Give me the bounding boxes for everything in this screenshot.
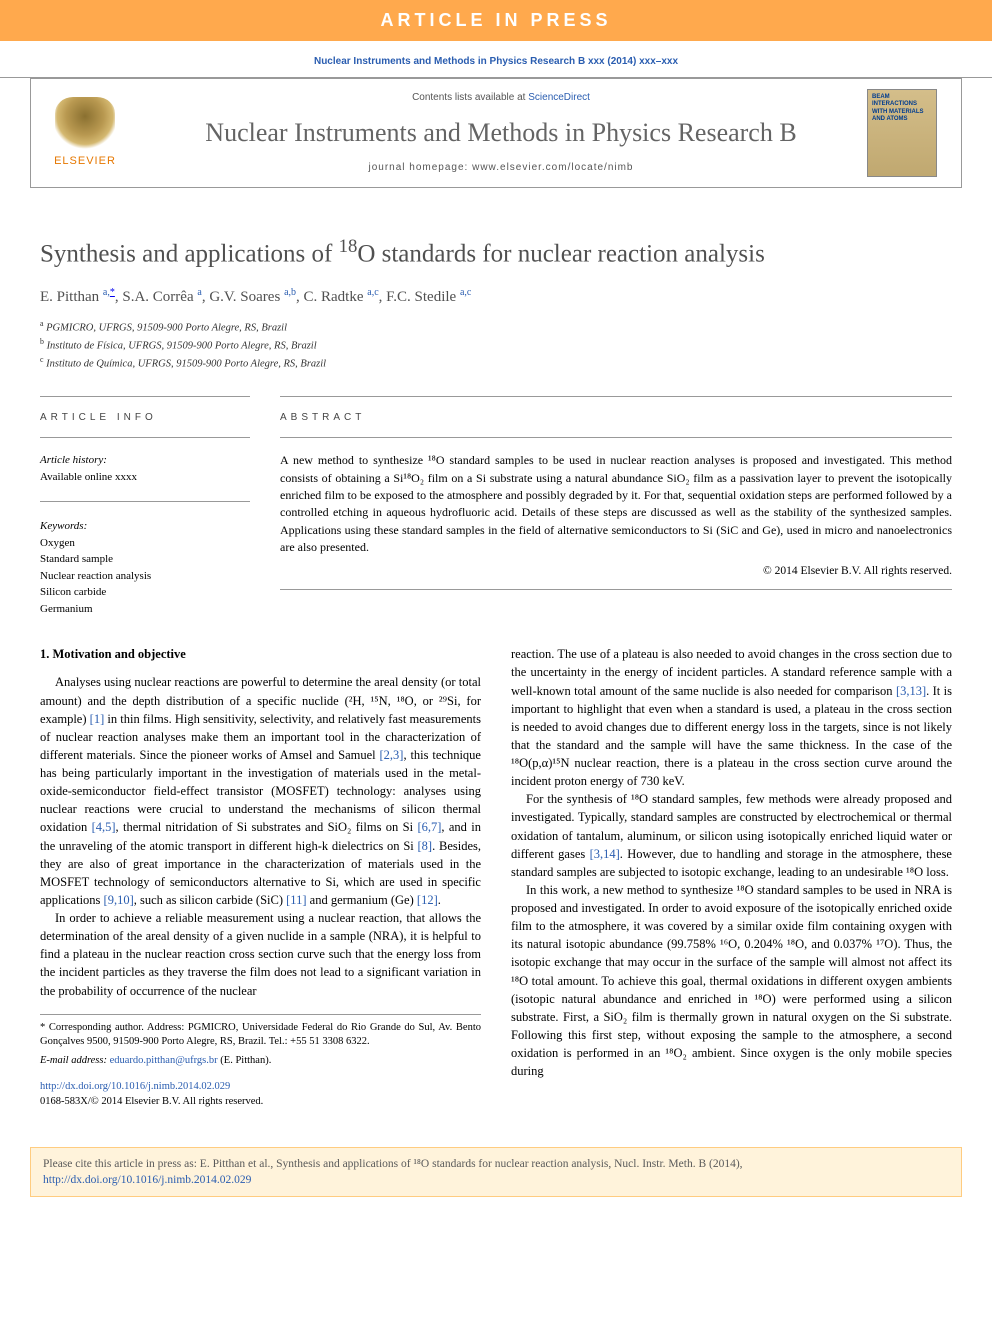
p5: In this work, a new method to synthesize… (511, 881, 952, 1080)
journal-cover-thumb: BEAM INTERACTIONS WITH MATERIALS AND ATO… (867, 89, 937, 177)
article-info-col: article info Article history: Available … (40, 390, 250, 617)
kw-1: Standard sample (40, 551, 250, 568)
homepage-pre: journal homepage: (368, 162, 472, 173)
ref-3-14[interactable]: [3,14] (590, 847, 620, 861)
aff-a: a PGMICRO, UFRGS, 91509-900 Porto Alegre… (40, 318, 952, 336)
ref-3-13[interactable]: [3,13] (896, 684, 926, 698)
aff-c: c Instituto de Química, UFRGS, 91509-900… (40, 354, 952, 372)
header-center: Contents lists available at ScienceDirec… (149, 91, 853, 175)
article-body: Synthesis and applications of 18O standa… (0, 188, 992, 1129)
author-list: E. Pitthan a,*, S.A. Corrêa a, G.V. Soar… (40, 286, 952, 308)
aff-b: b Instituto de Física, UFRGS, 91509-900 … (40, 336, 952, 354)
contents-line: Contents lists available at ScienceDirec… (149, 91, 853, 105)
doi-link[interactable]: http://dx.doi.org/10.1016/j.nimb.2014.02… (40, 1081, 230, 1092)
email-link[interactable]: eduardo.pitthan@ufrgs.br (110, 1055, 218, 1066)
article-title: Synthesis and applications of 18O standa… (40, 234, 952, 271)
elsevier-tree-icon (55, 97, 115, 152)
abstract-text: A new method to synthesize ¹⁸O standard … (280, 452, 952, 556)
ref-9-10[interactable]: [9,10] (104, 893, 134, 907)
title-post: O standards for nuclear reaction analysi… (357, 241, 764, 268)
info-abstract-row: article info Article history: Available … (40, 390, 952, 617)
citeas-text: Please cite this article in press as: E.… (43, 1158, 743, 1170)
history-value: Available online xxxx (40, 469, 250, 486)
ref-4-5[interactable]: [4,5] (92, 820, 116, 834)
article-info-heading: article info (40, 411, 250, 425)
title-pre: Synthesis and applications of (40, 241, 339, 268)
author-3: C. Radtke a,c (304, 289, 379, 305)
title-sup: 18 (339, 236, 358, 257)
affiliations: a PGMICRO, UFRGS, 91509-900 Porto Alegre… (40, 318, 952, 373)
p1: Analyses using nuclear reactions are pow… (40, 673, 481, 909)
history-label: Article history: (40, 452, 250, 469)
issn-line: 0168-583X/© 2014 Elsevier B.V. All right… (40, 1094, 481, 1109)
p2: In order to achieve a reliable measureme… (40, 909, 481, 1000)
p4: For the synthesis of ¹⁸O standard sample… (511, 790, 952, 881)
p3: reaction. The use of a plateau is also n… (511, 645, 952, 790)
homepage-url[interactable]: www.elsevier.com/locate/nimb (472, 162, 633, 173)
keywords-label: Keywords: (40, 518, 250, 535)
email-label: E-mail address: (40, 1055, 110, 1066)
elsevier-text: ELSEVIER (54, 154, 116, 169)
ref-12[interactable]: [12] (417, 893, 438, 907)
kw-3: Silicon carbide (40, 584, 250, 601)
doi-block: http://dx.doi.org/10.1016/j.nimb.2014.02… (40, 1079, 481, 1109)
ref-11[interactable]: [11] (286, 893, 306, 907)
kw-0: Oxygen (40, 535, 250, 552)
body-columns: 1. Motivation and objective Analyses usi… (40, 645, 952, 1109)
section-1-heading: 1. Motivation and objective (40, 645, 481, 663)
homepage-line: journal homepage: www.elsevier.com/locat… (149, 161, 853, 175)
article-info-block: Article history: Available online xxxx K… (40, 452, 250, 617)
kw-4: Germanium (40, 601, 250, 618)
corresponding-footnote: * Corresponding author. Address: PGMICRO… (40, 1014, 481, 1069)
abstract-heading: abstract (280, 411, 952, 425)
ref-6-7[interactable]: [6,7] (417, 820, 441, 834)
copyright: © 2014 Elsevier B.V. All rights reserved… (280, 563, 952, 579)
sciencedirect-link[interactable]: ScienceDirect (528, 92, 590, 103)
elsevier-logo: ELSEVIER (45, 93, 125, 173)
cite-as-box: Please cite this article in press as: E.… (30, 1147, 962, 1197)
journal-header: ELSEVIER Contents lists available at Sci… (30, 78, 962, 188)
contents-pre: Contents lists available at (412, 92, 528, 103)
author-2: G.V. Soares a,b (209, 289, 296, 305)
citation-header: Nuclear Instruments and Methods in Physi… (0, 41, 992, 78)
author-1: S.A. Corrêa a (122, 289, 201, 305)
ref-2-3[interactable]: [2,3] (380, 748, 404, 762)
article-in-press-banner: ARTICLE IN PRESS (0, 0, 992, 41)
author-4: F.C. Stedile a,c (386, 289, 471, 305)
ref-1[interactable]: [1] (90, 712, 105, 726)
kw-2: Nuclear reaction analysis (40, 568, 250, 585)
citeas-doi-link[interactable]: http://dx.doi.org/10.1016/j.nimb.2014.02… (43, 1174, 251, 1186)
abstract-col: abstract A new method to synthesize ¹⁸O … (280, 390, 952, 617)
journal-name: Nuclear Instruments and Methods in Physi… (149, 115, 853, 151)
author-0: E. Pitthan a,* (40, 289, 115, 305)
corr-star[interactable]: * (110, 287, 115, 298)
ref-8[interactable]: [8] (418, 839, 433, 853)
